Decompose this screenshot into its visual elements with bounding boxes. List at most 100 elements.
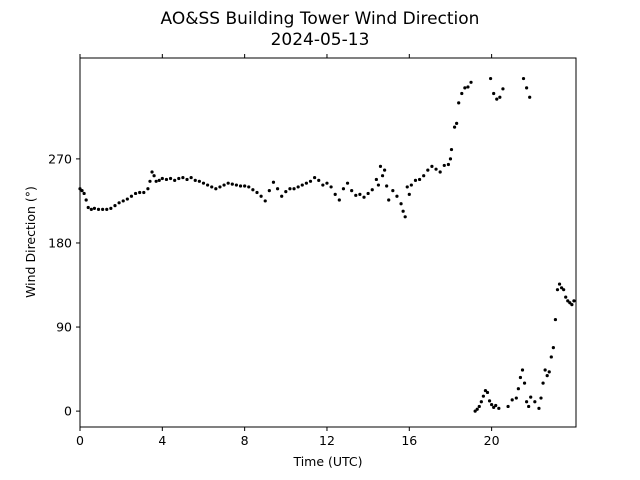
data-point [154,179,158,183]
data-point [267,189,271,193]
data-point [238,184,243,188]
data-point [572,299,576,303]
data-point [84,198,88,202]
data-point [559,286,564,290]
data-point [455,121,459,125]
data-point [466,85,470,89]
data-point [485,390,490,395]
data-point [146,187,150,191]
data-point [422,174,426,178]
data-point [173,178,177,182]
data-point [460,91,464,96]
data-point [193,178,197,182]
data-point [329,185,333,189]
data-point [487,399,492,403]
data-point [527,404,531,409]
data-point [528,95,532,99]
data-point [490,402,494,407]
data-point [96,207,101,211]
data-point [337,198,341,202]
data-point [566,299,570,303]
data-point [426,168,430,172]
data-point [350,189,354,193]
data-point [374,177,378,182]
x-axis-label: Time (UTC) [292,454,362,469]
data-point [498,95,502,99]
data-point [545,374,549,378]
data-point [189,175,193,180]
data-point [383,168,387,172]
data-point [333,192,337,196]
data-point [148,179,152,183]
data-points [78,76,576,413]
data-point [442,163,446,168]
data-point [525,86,529,90]
data-point [516,387,520,391]
data-point [230,182,234,186]
data-point [385,184,389,188]
data-point [275,187,280,191]
data-point [317,178,321,182]
data-point [457,101,461,105]
data-point [413,178,418,182]
data-point [185,177,189,182]
x-tick-label: 8 [241,433,249,448]
data-point [133,191,138,196]
data-point [82,191,86,196]
data-point [321,183,325,187]
data-point [407,192,411,196]
data-point [288,187,292,191]
chart-title: AO&SS Building Tower Wind Direction [161,9,480,29]
data-point [488,76,493,81]
data-point [501,87,505,91]
data-point [308,179,313,183]
data-point [292,187,296,191]
data-point [280,194,284,198]
data-point [497,406,501,410]
data-point [117,201,121,205]
data-point [543,368,547,372]
y-tick-label: 90 [56,320,72,335]
data-point [557,282,562,286]
data-point [101,207,105,211]
y-axis-label: Wind Direction (°) [23,186,38,298]
data-point [164,177,169,182]
data-point [533,400,537,404]
data-point [152,174,156,178]
data-point [284,189,288,194]
data-point [206,183,210,187]
data-point [210,185,214,189]
x-tick-label: 12 [319,433,335,448]
data-point [138,190,142,195]
data-point [477,404,481,409]
plot-frame [79,57,577,428]
data-point [150,170,154,174]
x-tick-label: 0 [76,433,84,448]
data-point [522,381,527,385]
data-point [448,157,453,161]
data-point [125,197,129,201]
data-point [553,317,558,322]
data-point [475,407,479,411]
data-point [510,398,514,402]
data-point [313,175,317,180]
data-point [514,396,518,400]
data-point [168,176,173,181]
data-point [354,193,358,197]
data-point [525,400,529,404]
data-point [177,176,181,181]
data-point [399,202,403,206]
data-point [391,189,395,193]
data-point [473,409,477,413]
data-point [539,396,543,400]
data-point [469,80,473,84]
data-point [529,395,533,399]
data-point [121,199,125,203]
data-point [551,345,555,350]
data-point [370,188,374,192]
data-point [80,189,84,193]
data-point [492,405,496,409]
data-point [222,183,226,187]
data-point [271,180,276,184]
